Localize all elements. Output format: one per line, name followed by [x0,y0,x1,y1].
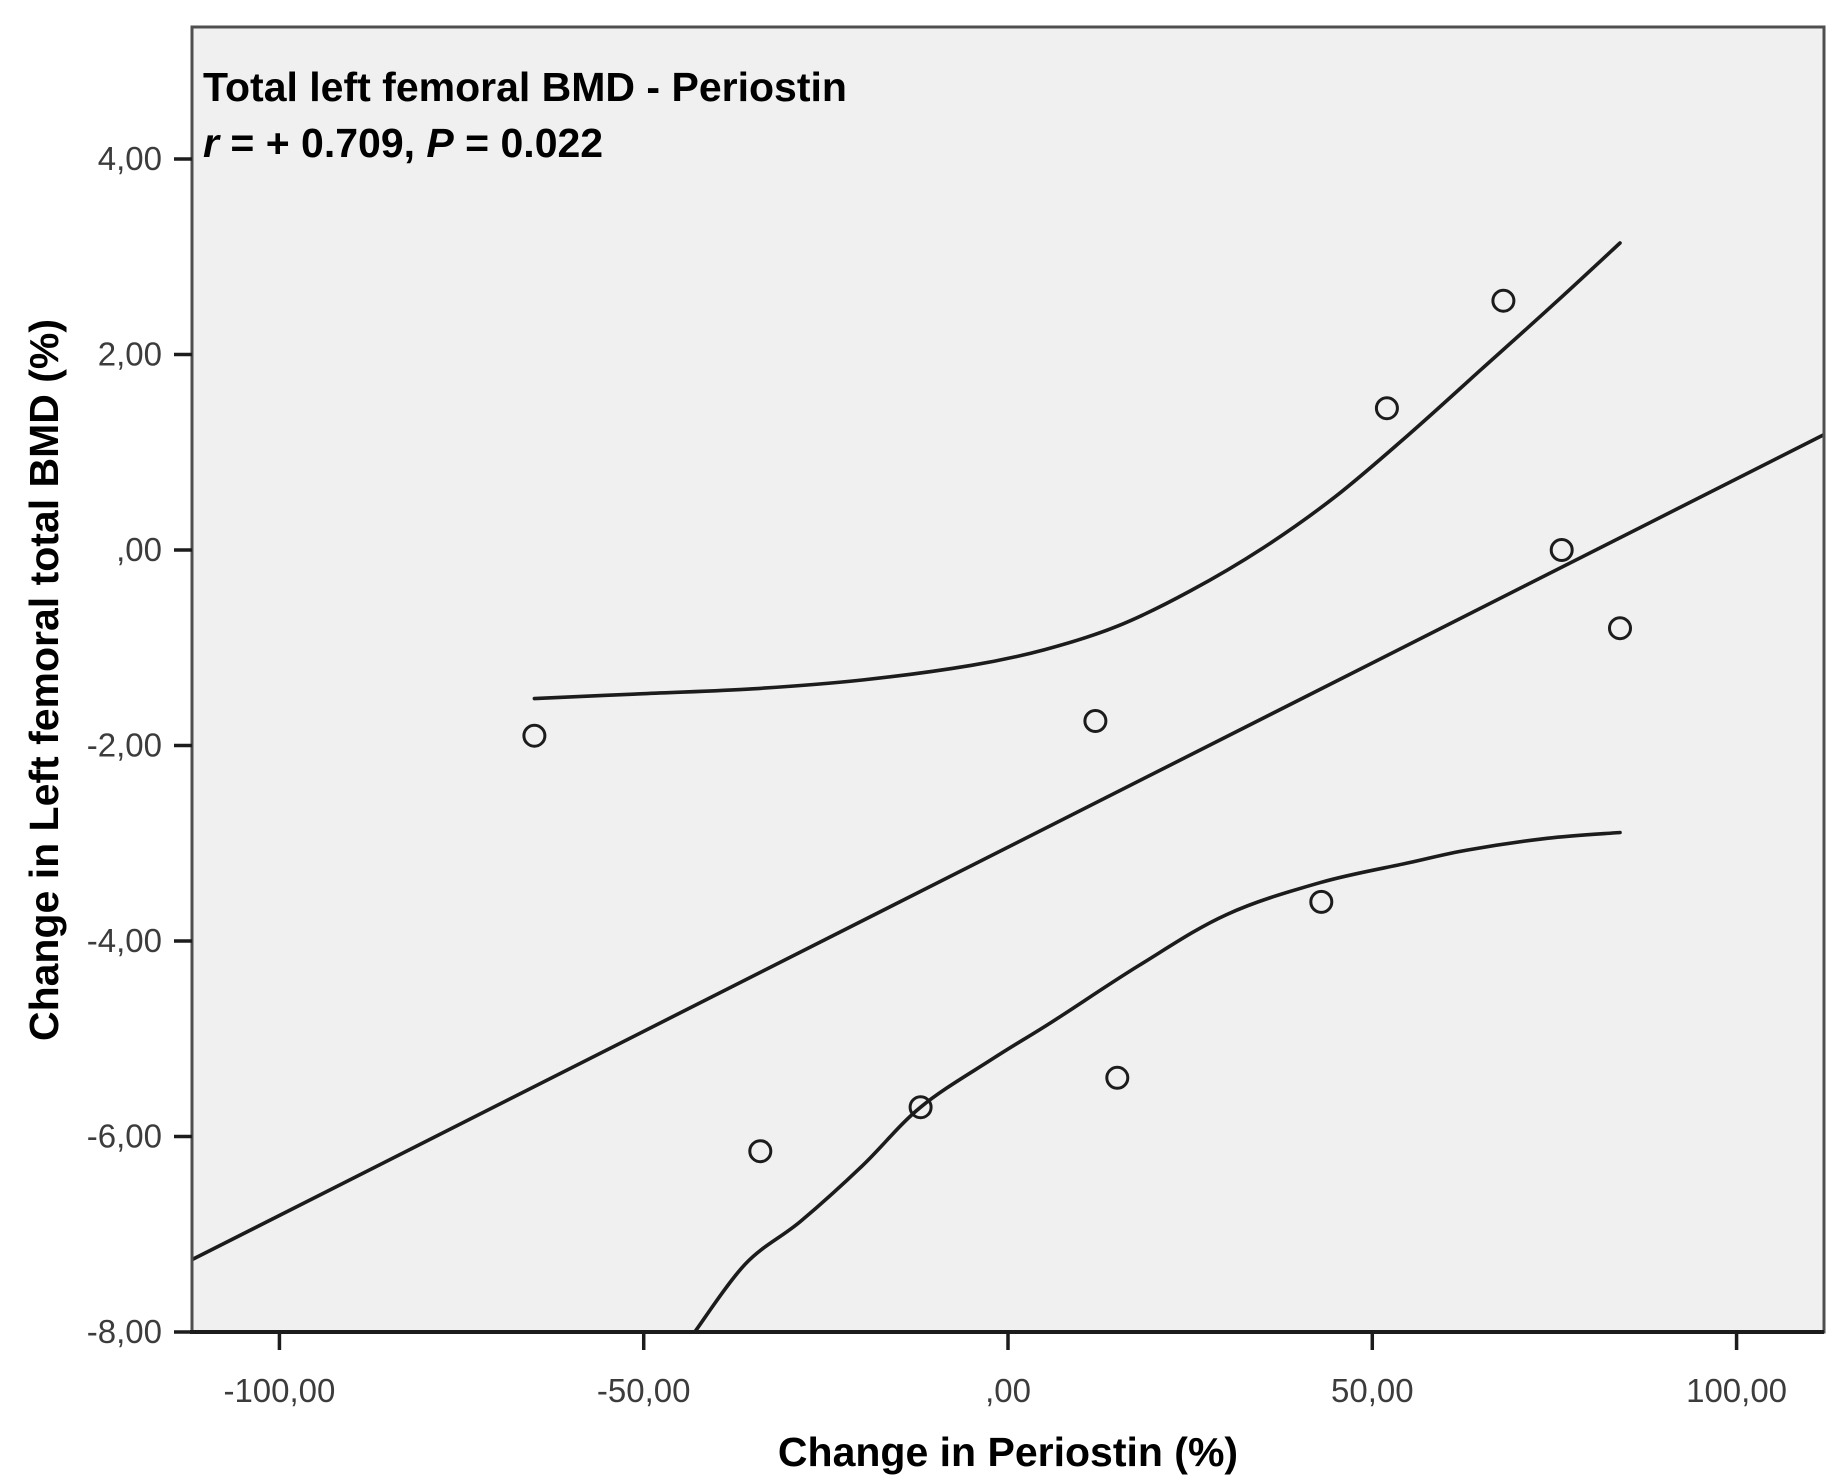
x-axis-ticks: -100,00 -50,00 ,00 50,00 100,00 [223,1332,1787,1409]
x-tick-label: 50,00 [1331,1372,1414,1409]
p-symbol: P [426,120,454,166]
r-value: = + 0.709, [219,120,426,166]
x-axis-title: Change in Periostin (%) [778,1429,1238,1475]
data-points [522,288,1632,1164]
data-point-marker [1491,288,1516,313]
y-tick-label: -6,00 [87,1117,162,1154]
y-tick-label: -2,00 [87,726,162,763]
data-point-marker [1374,396,1399,421]
regression-line [191,433,1825,1262]
plot-area-background [192,27,1824,1332]
y-tick-label: ,00 [116,531,162,568]
r-symbol: r [203,120,221,166]
chart-title: Total left femoral BMD - Periostin [203,64,847,110]
y-axis-title: Change in Left femoral total BMD (%) [21,319,67,1041]
y-tick-label: 4,00 [98,140,162,177]
data-point-marker [908,1095,933,1120]
data-point-marker [1549,538,1574,562]
y-tick-label: -8,00 [87,1313,162,1350]
data-point-marker [748,1139,773,1164]
x-tick-label: -50,00 [597,1372,691,1409]
p-value: = 0.022 [454,120,603,166]
confidence-band-curves [532,241,1622,1334]
fit-line [191,433,1825,1262]
data-point-marker [1608,616,1632,641]
data-point-marker [1083,709,1108,733]
ci-lower-curve [692,830,1622,1334]
x-tick-label: -100,00 [223,1372,335,1409]
y-axis-ticks: 4,00 2,00 ,00 -2,00 -4,00 -6,00 -8,00 [87,140,192,1350]
data-point-marker [1309,889,1334,914]
x-tick-label: 100,00 [1686,1372,1787,1409]
x-tick-label: ,00 [985,1372,1031,1409]
correlation-annotation: r = + 0.709, P = 0.022 [203,120,603,166]
y-tick-label: 2,00 [98,335,162,372]
y-tick-label: -4,00 [87,922,162,959]
data-point-marker [522,723,547,748]
ci-upper-curve [532,241,1622,701]
data-point-marker [1105,1065,1130,1090]
